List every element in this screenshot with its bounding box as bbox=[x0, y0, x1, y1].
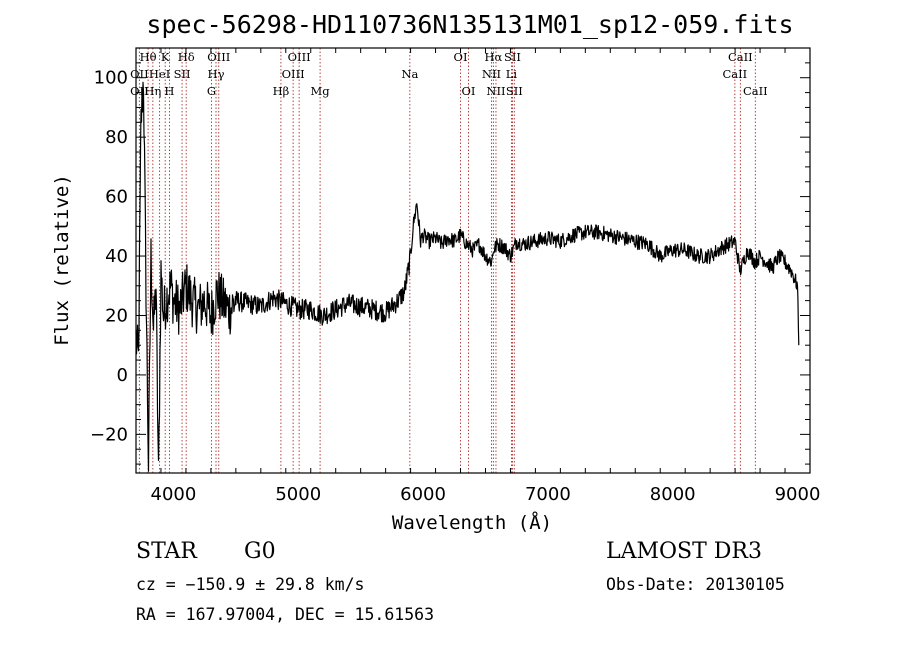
y-tick-label: −20 bbox=[90, 424, 128, 445]
line-label-23: NII bbox=[486, 84, 505, 98]
line-label-3: HeI bbox=[149, 67, 170, 81]
survey-name: LAMOST DR3 bbox=[606, 539, 762, 564]
line-label-15: Mg bbox=[311, 84, 331, 98]
x-tick-label: 7000 bbox=[525, 484, 571, 505]
y-axis-label: Flux (relative) bbox=[51, 174, 73, 346]
y-tick-label: 20 bbox=[105, 305, 128, 326]
y-tick-label: 80 bbox=[105, 127, 128, 148]
line-label-0: Hθ bbox=[140, 50, 157, 64]
plot-frame bbox=[135, 47, 811, 474]
line-label-17: OI bbox=[454, 50, 468, 64]
line-label-8: SII bbox=[174, 67, 191, 81]
y-axis-ticks: −20 0 20 40 60 80 100 bbox=[90, 47, 810, 465]
x-tick-label: 6000 bbox=[400, 484, 446, 505]
line-label-24: SII bbox=[506, 84, 523, 98]
line-label-4: Hη bbox=[144, 84, 161, 98]
line-label-11: G bbox=[207, 84, 216, 98]
line-label-18: OI bbox=[462, 84, 476, 98]
line-label-9: OIII bbox=[207, 50, 230, 64]
line-label-20: SII bbox=[504, 50, 521, 64]
line-label-25: CaII bbox=[728, 50, 753, 64]
line-label-10: Hγ bbox=[208, 67, 225, 81]
spectrum-line bbox=[135, 81, 800, 472]
redshift-velocity: cz = −150.9 ± 29.8 km/s bbox=[136, 575, 364, 594]
line-label-5: K bbox=[161, 50, 170, 64]
line-label-16: Na bbox=[401, 67, 418, 81]
line-label-19: Hα bbox=[484, 50, 502, 64]
x-axis-label: Wavelength (Å) bbox=[392, 511, 552, 534]
line-label-22: Li bbox=[506, 67, 518, 81]
chart-title: spec-56298-HD110736N135131M01_sp12-059.f… bbox=[146, 10, 793, 39]
spectrum-series bbox=[135, 81, 800, 472]
x-axis-ticks: 4000 5000 6000 7000 8000 9000 bbox=[135, 48, 821, 505]
x-tick-label: 4000 bbox=[151, 484, 197, 505]
line-label-21: NII bbox=[482, 67, 501, 81]
line-label-14: Hβ bbox=[273, 84, 290, 98]
line-label-1: OII bbox=[130, 67, 149, 81]
line-label-6: H bbox=[164, 84, 174, 98]
y-tick-label: 100 bbox=[94, 68, 128, 89]
x-tick-label: 5000 bbox=[275, 484, 321, 505]
ra-dec: RA = 167.97004, DEC = 15.61563 bbox=[136, 605, 434, 624]
y-tick-label: 60 bbox=[105, 187, 128, 208]
line-label-27: CaII bbox=[743, 84, 768, 98]
y-tick-label: 40 bbox=[105, 246, 128, 267]
emission-line-markers bbox=[138, 48, 756, 473]
line-label-7: Hδ bbox=[178, 50, 195, 64]
object-subclass: G0 bbox=[244, 539, 276, 564]
y-tick-label: 0 bbox=[117, 365, 128, 386]
observation-date: Obs-Date: 20130105 bbox=[606, 575, 785, 594]
x-tick-label: 8000 bbox=[650, 484, 696, 505]
x-tick-label: 9000 bbox=[775, 484, 821, 505]
line-label-12: OIII bbox=[288, 50, 311, 64]
line-label-26: CaII bbox=[722, 67, 747, 81]
line-label-13: OIII bbox=[282, 67, 305, 81]
object-class: STAR bbox=[136, 539, 198, 564]
